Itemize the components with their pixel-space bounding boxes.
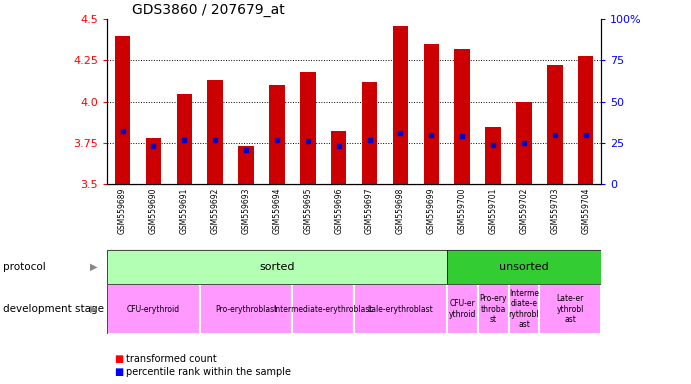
Bar: [447, 250, 601, 284]
Text: GSM559699: GSM559699: [427, 188, 436, 234]
Bar: [107, 250, 447, 284]
Text: transformed count: transformed count: [126, 354, 217, 364]
Text: GSM559690: GSM559690: [149, 188, 158, 234]
Text: GSM559695: GSM559695: [303, 188, 312, 234]
Bar: [540, 284, 601, 334]
Bar: [477, 284, 509, 334]
Text: Interme
diate-e
rythrobl
ast: Interme diate-e rythrobl ast: [509, 289, 539, 329]
Bar: [392, 26, 408, 184]
Text: Pro-erythroblast: Pro-erythroblast: [215, 305, 277, 314]
Text: percentile rank within the sample: percentile rank within the sample: [126, 367, 292, 377]
Text: ■: ■: [114, 354, 123, 364]
Text: GSM559691: GSM559691: [180, 188, 189, 234]
Text: GSM559694: GSM559694: [272, 188, 281, 234]
Bar: [578, 56, 594, 184]
Bar: [146, 138, 161, 184]
Text: GSM559697: GSM559697: [365, 188, 374, 234]
Text: GSM559700: GSM559700: [457, 188, 466, 234]
Text: unsorted: unsorted: [499, 262, 549, 272]
Text: GDS3860 / 207679_at: GDS3860 / 207679_at: [132, 3, 285, 17]
Text: CFU-er
ythroid: CFU-er ythroid: [448, 300, 476, 319]
Bar: [238, 146, 254, 184]
Bar: [300, 72, 316, 184]
Text: ▶: ▶: [90, 304, 97, 314]
Bar: [354, 284, 447, 334]
Bar: [362, 82, 377, 184]
Bar: [455, 49, 470, 184]
Text: GSM559696: GSM559696: [334, 188, 343, 234]
Text: Lale-erythroblast: Lale-erythroblast: [368, 305, 433, 314]
Text: ▶: ▶: [90, 262, 97, 272]
Bar: [509, 284, 540, 334]
Bar: [485, 127, 501, 184]
Text: GSM559703: GSM559703: [550, 188, 559, 234]
Text: ■: ■: [114, 367, 123, 377]
Text: CFU-erythroid: CFU-erythroid: [127, 305, 180, 314]
Bar: [547, 65, 562, 184]
Text: Late-er
ythrobl
ast: Late-er ythrobl ast: [557, 294, 584, 324]
Bar: [331, 131, 346, 184]
Text: development stage: development stage: [3, 304, 104, 314]
Text: GSM559698: GSM559698: [396, 188, 405, 234]
Text: Intermediate-erythroblast: Intermediate-erythroblast: [274, 305, 373, 314]
Text: GSM559689: GSM559689: [118, 188, 127, 234]
Text: GSM559702: GSM559702: [520, 188, 529, 234]
Bar: [177, 94, 192, 184]
Bar: [424, 44, 439, 184]
Text: GSM559701: GSM559701: [489, 188, 498, 234]
Text: GSM559704: GSM559704: [581, 188, 590, 234]
Bar: [115, 36, 131, 184]
Text: GSM559692: GSM559692: [211, 188, 220, 234]
Text: Pro-ery
throba
st: Pro-ery throba st: [480, 294, 507, 324]
Bar: [447, 284, 477, 334]
Text: sorted: sorted: [259, 262, 294, 272]
Bar: [269, 85, 285, 184]
Bar: [292, 284, 354, 334]
Bar: [207, 80, 223, 184]
Text: protocol: protocol: [3, 262, 46, 272]
Bar: [516, 102, 531, 184]
Text: GSM559693: GSM559693: [242, 188, 251, 234]
Bar: [200, 284, 292, 334]
Bar: [107, 284, 200, 334]
